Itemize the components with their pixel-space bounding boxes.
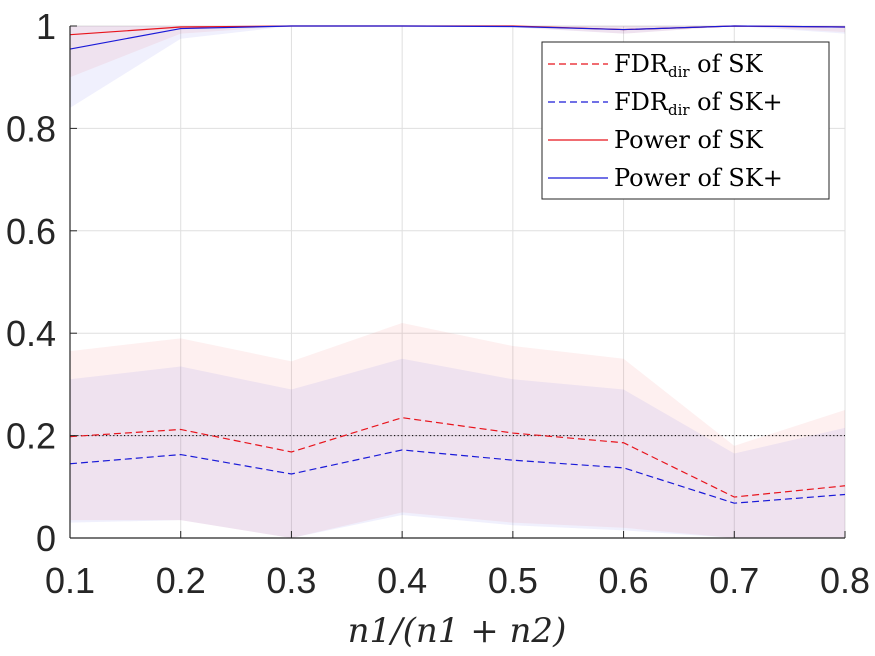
legend: FDRdir of SK FDRdir of SK+ Power of SK Powe… <box>541 41 830 200</box>
x-axis-label: n1/(n1 + n2) <box>348 611 567 651</box>
tick-labels: 0.1 0.2 0.3 0.4 0.5 0.6 0.7 0.8 0 0.2 0.4 0.6 0.8 1 <box>6 6 870 601</box>
series-line-3 <box>69 25 846 50</box>
band-2 <box>70 26 845 78</box>
x-tick-label: 0.8 <box>820 560 870 601</box>
legend-label: FDRdir of SK <box>614 50 764 81</box>
y-tick-label: 0.4 <box>6 313 56 354</box>
y-tick-label: 0 <box>36 518 56 559</box>
legend-box <box>541 41 830 200</box>
series-lines <box>69 25 846 504</box>
y-tick-label: 0.2 <box>6 416 56 457</box>
y-tick-label: 1 <box>36 6 56 47</box>
y-tick-label: 0.6 <box>6 211 56 252</box>
axes <box>69 25 846 539</box>
series-line-0 <box>69 417 846 498</box>
legend-label: Power of SK <box>614 126 764 154</box>
series-line-1 <box>69 449 846 504</box>
x-tick-label: 0.1 <box>45 560 95 601</box>
band-0 <box>70 322 845 538</box>
y-tick-label: 0.8 <box>6 108 56 149</box>
x-tick-label: 0.7 <box>709 560 759 601</box>
x-tick-label: 0.5 <box>488 560 538 601</box>
x-tick-label: 0.6 <box>599 560 649 601</box>
band-1 <box>70 358 845 538</box>
x-tick-label: 0.4 <box>377 560 427 601</box>
legend-label: Power of SK+ <box>614 164 783 192</box>
x-tick-label: 0.3 <box>266 560 316 601</box>
x-tick-label: 0.2 <box>156 560 206 601</box>
legend-label: FDRdir of SK+ <box>614 88 783 119</box>
